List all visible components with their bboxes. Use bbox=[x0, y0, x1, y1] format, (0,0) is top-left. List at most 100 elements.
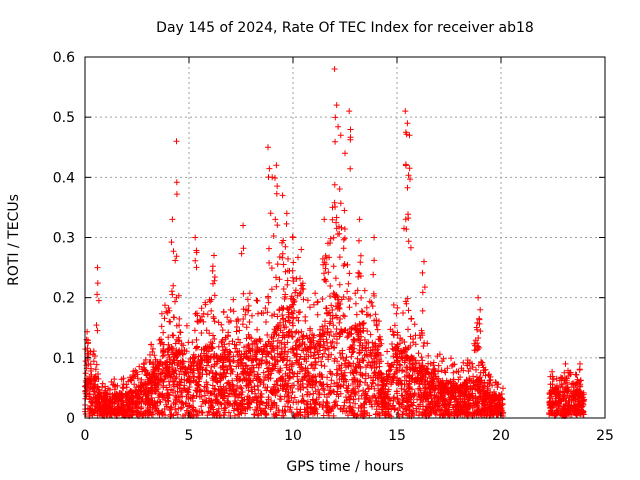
y-tick-label: 0.4 bbox=[53, 170, 75, 186]
data-point bbox=[344, 334, 351, 341]
data-point bbox=[255, 411, 262, 418]
data-point bbox=[340, 312, 347, 319]
data-point bbox=[320, 385, 327, 392]
data-point bbox=[500, 385, 506, 392]
data-point bbox=[369, 303, 376, 310]
data-point bbox=[303, 367, 309, 374]
data-point bbox=[136, 363, 143, 370]
data-point bbox=[341, 399, 348, 406]
data-point bbox=[371, 369, 378, 376]
data-point bbox=[193, 310, 200, 317]
data-point bbox=[276, 276, 283, 283]
data-point bbox=[361, 336, 368, 343]
data-point bbox=[254, 326, 261, 333]
data-point bbox=[325, 345, 332, 352]
data-point bbox=[287, 374, 293, 381]
data-point bbox=[305, 411, 312, 418]
data-point bbox=[311, 332, 317, 339]
data-point bbox=[253, 297, 260, 304]
data-point bbox=[350, 386, 357, 393]
data-point bbox=[386, 403, 393, 410]
data-point bbox=[307, 338, 314, 345]
data-point bbox=[240, 316, 247, 322]
data-point bbox=[94, 327, 101, 334]
data-point bbox=[264, 332, 271, 338]
data-point bbox=[299, 393, 306, 399]
data-point bbox=[470, 410, 477, 417]
data-point bbox=[262, 405, 269, 412]
data-point bbox=[336, 376, 343, 383]
data-point bbox=[289, 274, 296, 281]
data-point bbox=[193, 264, 200, 271]
data-point bbox=[262, 411, 269, 418]
data-point bbox=[263, 387, 270, 394]
data-point bbox=[170, 379, 176, 385]
data-point bbox=[355, 388, 362, 395]
data-point bbox=[197, 316, 204, 323]
data-point bbox=[328, 377, 335, 384]
data-point bbox=[192, 353, 199, 360]
data-point bbox=[291, 394, 298, 401]
data-point bbox=[93, 322, 100, 329]
data-point bbox=[402, 108, 409, 115]
data-point bbox=[211, 274, 218, 280]
data-point bbox=[230, 296, 237, 303]
data-point bbox=[198, 403, 205, 410]
data-point bbox=[479, 359, 486, 366]
data-point bbox=[423, 366, 430, 373]
data-point bbox=[350, 336, 357, 343]
data-point bbox=[336, 254, 343, 261]
data-point bbox=[191, 327, 198, 334]
data-point bbox=[172, 257, 179, 264]
data-point bbox=[204, 381, 211, 388]
data-point bbox=[347, 331, 354, 338]
data-point bbox=[295, 254, 301, 261]
data-point bbox=[346, 270, 353, 277]
data-point bbox=[202, 299, 209, 306]
data-point bbox=[448, 355, 454, 362]
data-point bbox=[328, 328, 334, 335]
data-point bbox=[419, 289, 426, 296]
data-point bbox=[363, 311, 370, 318]
data-point bbox=[169, 368, 176, 374]
data-point bbox=[209, 382, 216, 389]
data-point bbox=[202, 366, 209, 373]
data-point bbox=[273, 412, 280, 419]
data-point bbox=[237, 339, 243, 346]
data-point bbox=[340, 245, 347, 252]
data-point bbox=[358, 308, 365, 315]
data-point bbox=[398, 347, 405, 354]
data-point bbox=[226, 340, 233, 347]
data-point bbox=[421, 258, 427, 265]
data-point bbox=[283, 331, 290, 338]
data-point bbox=[319, 296, 326, 302]
data-point bbox=[342, 150, 348, 157]
data-point bbox=[264, 350, 271, 356]
data-point bbox=[147, 351, 153, 358]
data-point bbox=[304, 297, 311, 304]
data-point bbox=[224, 314, 231, 321]
data-point bbox=[332, 138, 339, 145]
data-point bbox=[356, 237, 362, 244]
data-point bbox=[562, 360, 569, 367]
data-point bbox=[361, 396, 368, 402]
data-point bbox=[419, 307, 426, 314]
data-point bbox=[295, 343, 302, 350]
data-point bbox=[427, 400, 434, 407]
data-point bbox=[404, 372, 411, 379]
data-point bbox=[427, 389, 434, 396]
data-point bbox=[272, 175, 278, 181]
data-point bbox=[176, 322, 183, 329]
data-point bbox=[90, 358, 97, 365]
data-point bbox=[400, 310, 406, 316]
data-point bbox=[266, 259, 273, 266]
data-point bbox=[283, 362, 290, 369]
data-point bbox=[172, 298, 178, 305]
data-point bbox=[407, 244, 414, 251]
data-point bbox=[92, 375, 99, 381]
data-point bbox=[284, 281, 291, 288]
data-point bbox=[325, 351, 332, 358]
data-point bbox=[271, 329, 278, 336]
data-point bbox=[357, 322, 364, 328]
data-point bbox=[246, 290, 253, 297]
